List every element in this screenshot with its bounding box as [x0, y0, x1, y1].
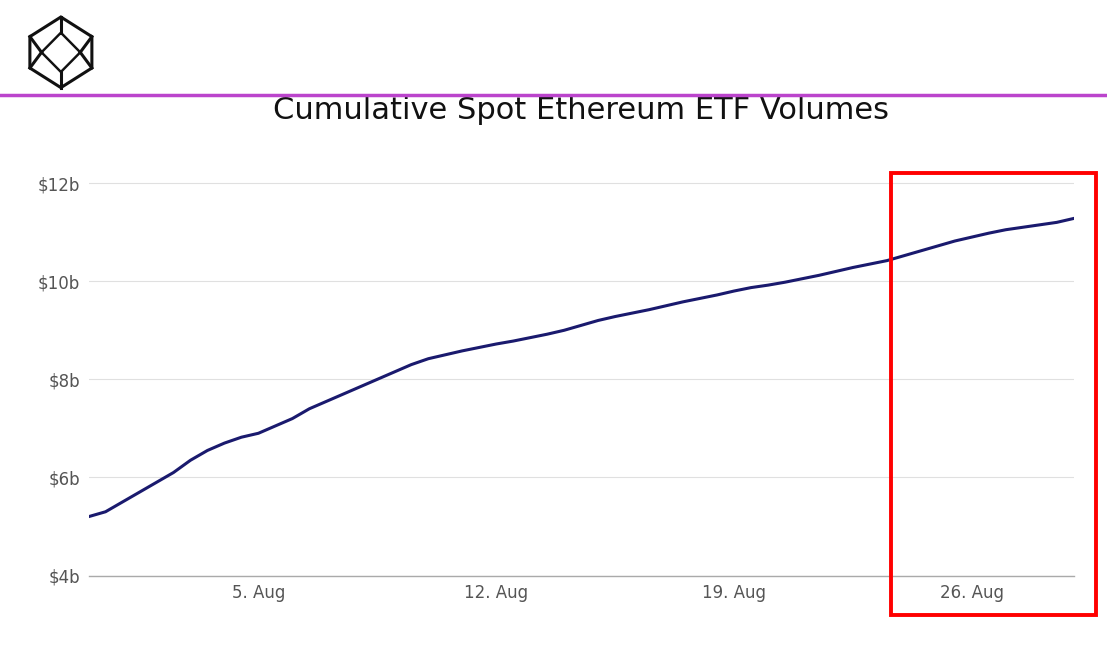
Title: Cumulative Spot Ethereum ETF Volumes: Cumulative Spot Ethereum ETF Volumes: [273, 96, 889, 125]
